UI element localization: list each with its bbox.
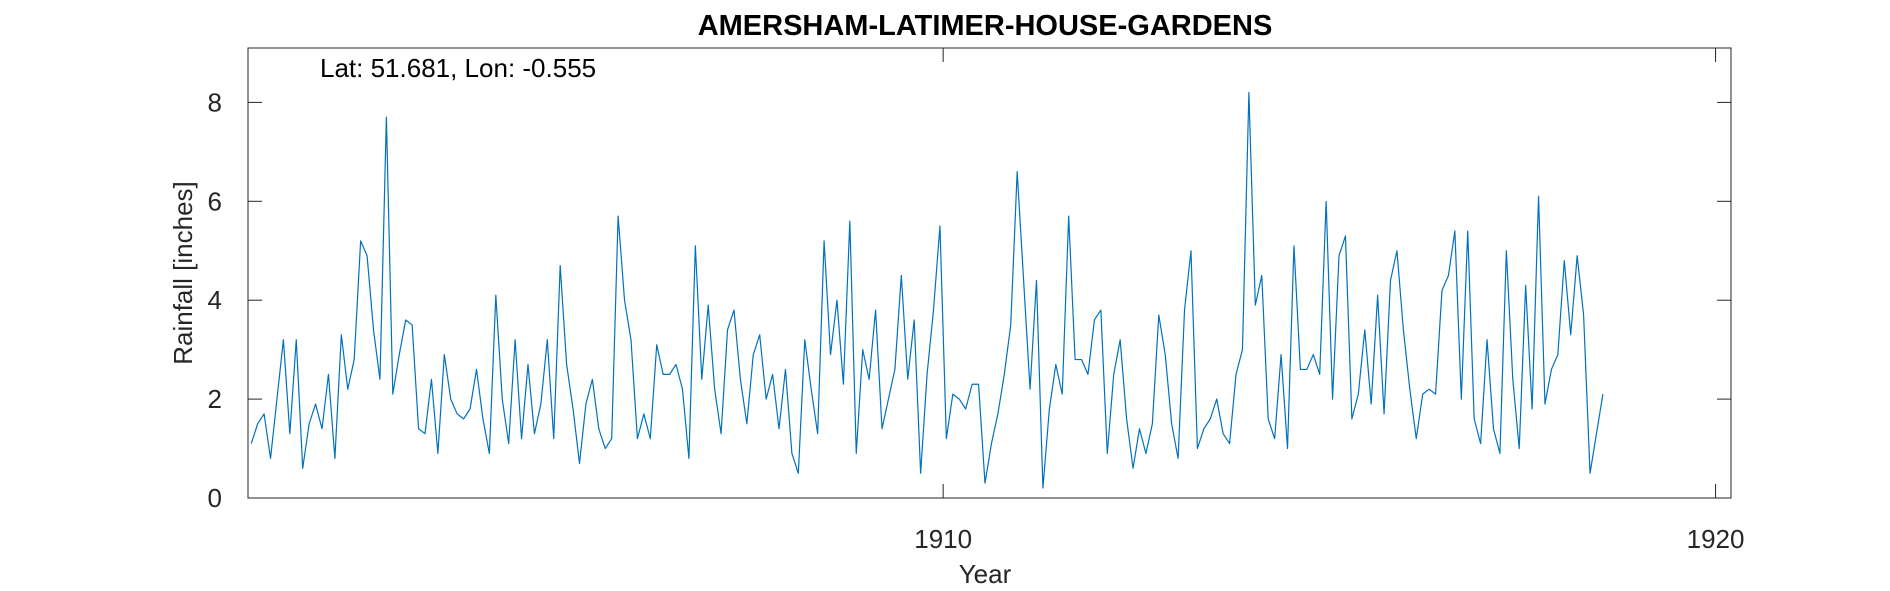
y-tick-label: 4: [208, 285, 222, 315]
x-axis: 1910 1920: [914, 48, 1744, 554]
plot-area: [247, 47, 1732, 499]
x-tick-label: 1910: [914, 524, 972, 554]
y-axis: 0 2 4 6 8: [208, 87, 1731, 513]
chart-title: AMERSHAM-LATIMER-HOUSE-GARDENS: [698, 10, 1273, 42]
y-axis-label: Rainfall [inches]: [168, 181, 198, 365]
y-tick-label: 6: [208, 186, 222, 216]
x-axis-label: Year: [959, 559, 1012, 589]
rainfall-series-line: [250, 91, 1604, 489]
x-tick-label: 1920: [1687, 524, 1745, 554]
y-tick-label: 2: [208, 384, 222, 414]
y-tick-label: 8: [208, 87, 222, 117]
y-tick-label: 0: [208, 483, 222, 513]
location-annotation: Lat: 51.681, Lon: -0.555: [320, 53, 596, 83]
